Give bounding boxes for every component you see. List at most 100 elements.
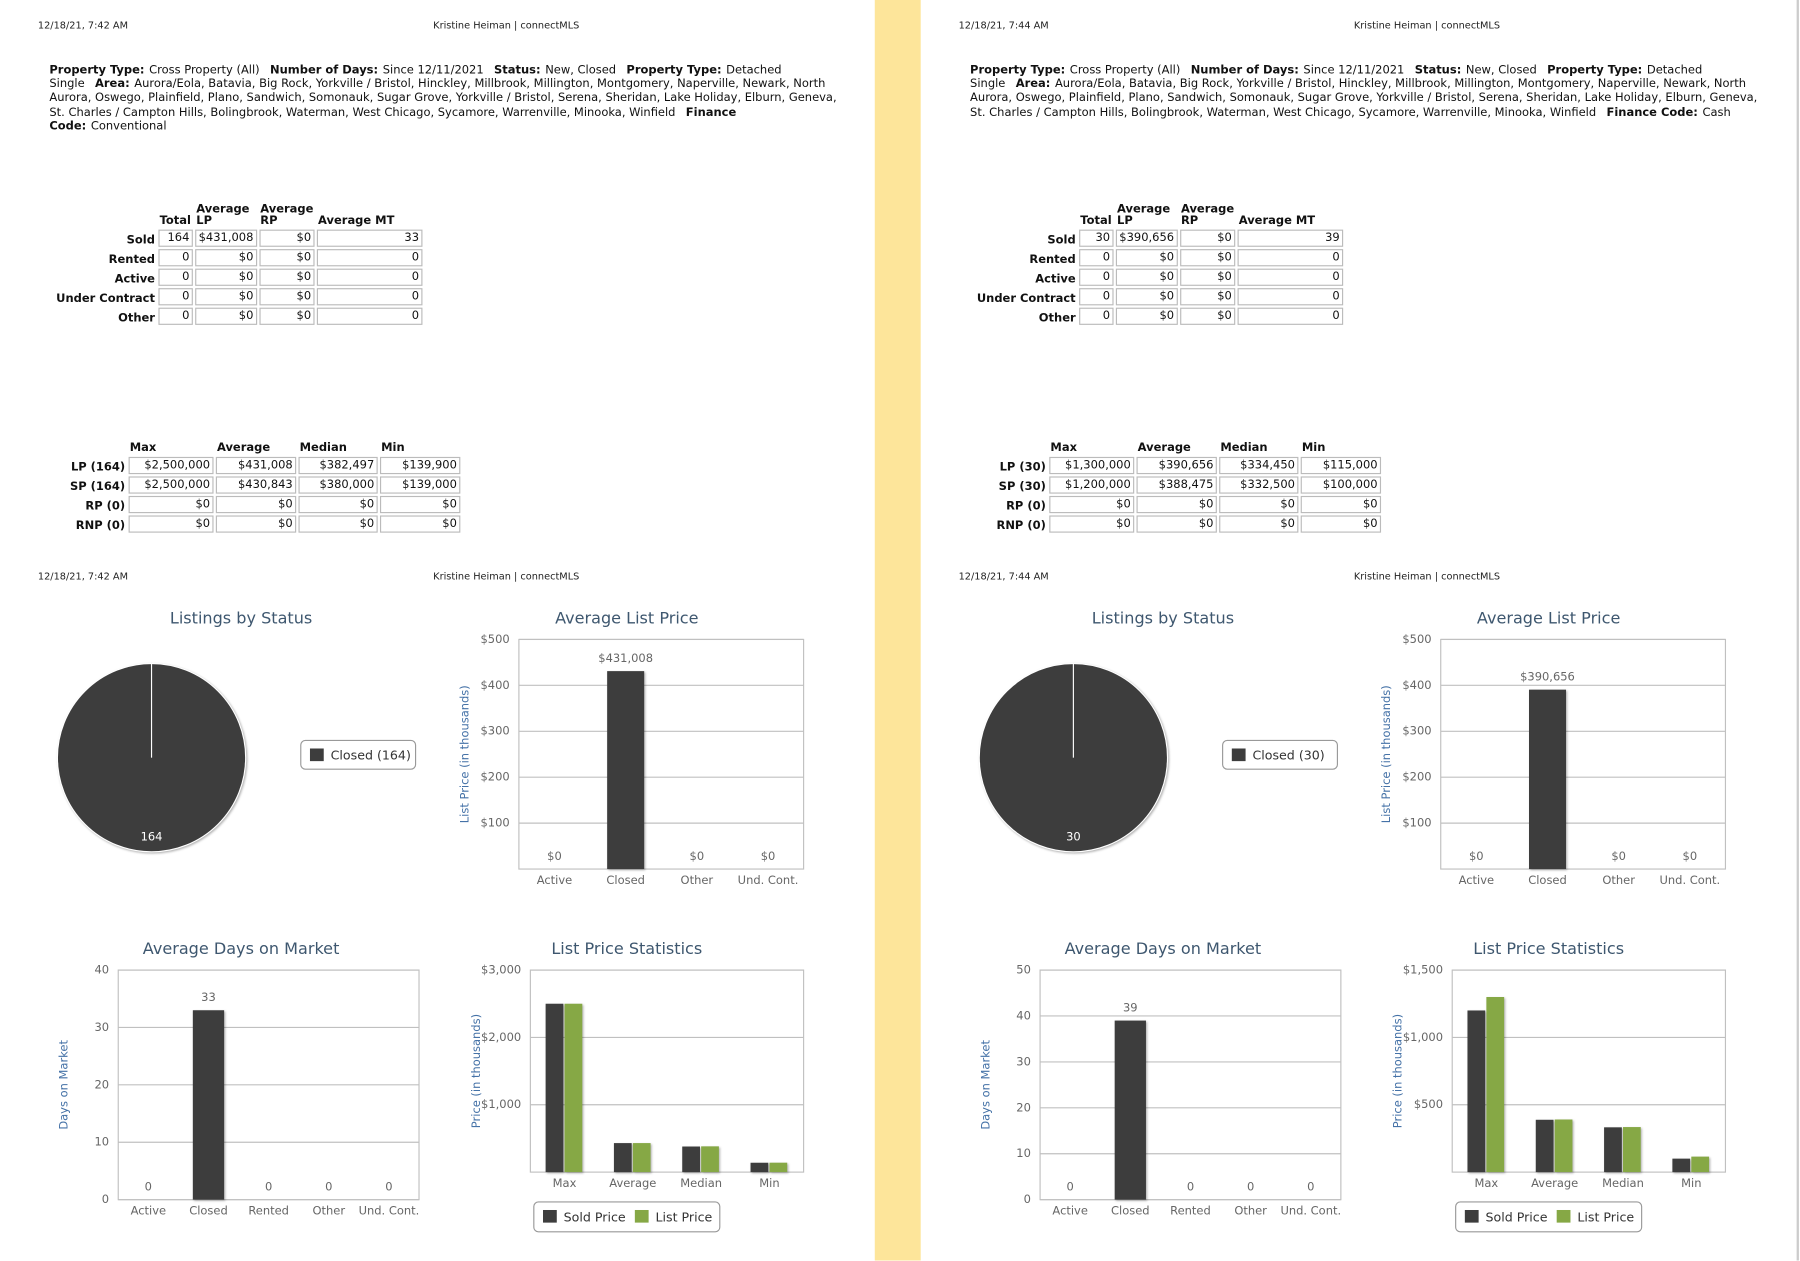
y-tick-label: 40: [1016, 1008, 1031, 1022]
table-cell: 164: [158, 229, 193, 247]
table-cell: $0: [379, 515, 461, 533]
table-cell: $430,843: [215, 476, 297, 494]
table-cell: 0: [1079, 249, 1114, 267]
table-cell: $0: [298, 495, 378, 514]
chart-title: Listings by Status: [170, 608, 312, 627]
column-header: Average MT: [318, 214, 395, 228]
criteria-label: Status:: [493, 64, 541, 77]
table-cell: $0: [259, 268, 315, 286]
legend-swatch: [1556, 1209, 1571, 1223]
row-label: RNP (0): [996, 520, 1046, 533]
corner-cell: [971, 204, 1077, 227]
table-cell: 0: [158, 307, 193, 325]
column-header: Average RP: [260, 203, 314, 228]
criteria-label: Property Type:: [49, 64, 145, 77]
x-tick-label: Closed: [1111, 1204, 1150, 1218]
x-tick-label: Other: [1234, 1204, 1267, 1218]
table-cell: $115,000: [1300, 456, 1382, 475]
table-cell: $431,008: [195, 229, 257, 247]
table-row: RNP (0) $0 $0 $0 $0: [983, 515, 1382, 533]
table-cell: $2,500,000: [128, 456, 214, 475]
table-row: Rented 0 $0 $0 0: [971, 249, 1344, 267]
criteria-value: Since 12/11/2021: [382, 64, 484, 77]
table-cell: $0: [1179, 249, 1236, 267]
row-label: LP (164): [70, 461, 126, 475]
table-cell: $0: [195, 307, 257, 325]
column-header: Median: [299, 441, 347, 455]
table-cell: $0: [215, 495, 297, 514]
table-cell: 0: [158, 268, 193, 286]
table-cell: $0: [128, 515, 214, 533]
x-tick-label: Other: [1602, 873, 1635, 887]
print-agent: Kristine Heiman | connectMLS: [433, 20, 580, 33]
x-tick-label: Other: [681, 873, 714, 887]
table-cell: 0: [1237, 268, 1344, 286]
table-cell: 0: [1079, 268, 1114, 286]
criteria-label: Area:: [1015, 78, 1051, 91]
y-tick-label: $200: [1402, 770, 1431, 784]
y-tick-label: $200: [481, 770, 510, 784]
row-label: Rented: [108, 253, 155, 267]
y-axis-title: Days on Market: [979, 1040, 993, 1130]
x-tick-label: Rented: [248, 1204, 289, 1218]
y-tick-label: $100: [481, 816, 510, 830]
value-label: $0: [1469, 849, 1484, 863]
table-cell: $0: [1179, 268, 1236, 286]
column-header: Max: [129, 441, 157, 455]
print-agent: Kristine Heiman | connectMLS: [1353, 571, 1501, 584]
x-tick-label: Median: [1602, 1176, 1644, 1190]
value-label: $0: [1611, 849, 1626, 863]
value-label: $0: [547, 849, 562, 863]
table-cell: $0: [195, 249, 257, 267]
header-row: Max Average Median Min: [62, 443, 460, 454]
column-header: Max: [1050, 441, 1078, 455]
table-cell: $1,300,000: [1049, 456, 1135, 475]
column-header: Average: [216, 441, 271, 455]
table-cell: 0: [1079, 288, 1114, 306]
row-label: Rented: [1029, 253, 1076, 267]
criteria-label: Area:: [94, 78, 130, 91]
table-cell: $2,500,000: [128, 476, 214, 494]
y-axis-title: List Price (in thousands): [457, 685, 471, 823]
table-cell: $0: [1115, 307, 1178, 325]
y-tick-label: $500: [481, 632, 510, 646]
table-row: Active 0 $0 $0 0: [971, 268, 1344, 286]
corner-cell: [62, 443, 126, 454]
row-label: LP (30): [999, 461, 1046, 475]
legend-box: [300, 739, 417, 770]
table-cell: $0: [1179, 307, 1236, 325]
table-cell: $0: [1136, 515, 1217, 533]
print-date: 12/18/21, 7:44 AM: [958, 20, 1049, 33]
row-label: RNP (0): [75, 520, 126, 533]
column-header: Average RP: [1180, 203, 1235, 228]
y-tick-label: $400: [1402, 678, 1431, 692]
table-row: Sold 30 $390,656 $0 39: [971, 229, 1344, 247]
header-row: Max Average Median Min: [983, 443, 1381, 454]
row-label: RP (0): [1006, 500, 1046, 514]
legend-box: [1222, 739, 1338, 770]
edge-line: [1796, 0, 1799, 1261]
y-tick-label: $400: [481, 678, 510, 692]
criteria-value: New, Closed: [545, 64, 617, 77]
x-tick-label: Min: [759, 1176, 779, 1190]
table-cell: $0: [298, 515, 378, 533]
chart-title: Average Days on Market: [143, 939, 340, 958]
criteria-value: Aurora/Eola, Batavia, Big Rock, Yorkvill…: [970, 78, 1758, 119]
bar: [613, 1143, 632, 1173]
value-label: $0: [761, 849, 776, 863]
y-tick-label: 0: [1024, 1192, 1031, 1206]
y-tick-label: 50: [1016, 963, 1031, 977]
print-date: 12/18/21, 7:42 AM: [37, 20, 129, 33]
bar: [1554, 1119, 1573, 1173]
table-row: RP (0) $0 $0 $0 $0: [983, 495, 1382, 514]
criteria-value: Detached Single: [49, 64, 782, 91]
table-cell: 39: [1237, 229, 1344, 247]
x-tick-label: Active: [1052, 1204, 1087, 1218]
y-tick-label: $500: [1402, 632, 1431, 646]
table-cell: $0: [1115, 288, 1178, 306]
bar: [1622, 1127, 1641, 1173]
table-row: LP (164) $2,500,000 $431,008 $382,497 $139,9…: [62, 456, 461, 475]
bar: [632, 1143, 651, 1173]
y-axis-title: Price (in thousands): [469, 1014, 483, 1128]
